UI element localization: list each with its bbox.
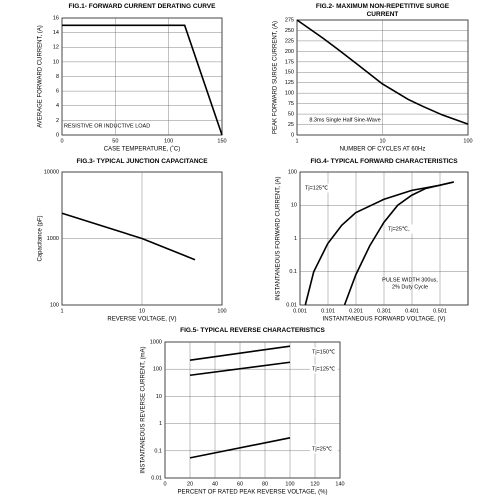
- x-tick-label: 100: [217, 308, 226, 314]
- y-tick-label: 10000: [44, 169, 59, 175]
- series-label-box: [310, 364, 338, 374]
- x-tick-label: 10: [139, 308, 145, 314]
- series-label: Tj=25℃: [312, 446, 333, 452]
- y-tick-label: 150: [285, 70, 294, 76]
- x-tick-label: 80: [262, 481, 268, 487]
- series-label-box: [303, 183, 331, 193]
- x-tick-label: 20: [187, 481, 193, 487]
- series-line: [296, 19, 469, 125]
- y-tick-label: 75: [288, 101, 294, 107]
- chart-title: FIG.1- FORWARD CURRENT DERATING CURVE: [68, 3, 216, 10]
- y-tick-label: 200: [285, 49, 294, 55]
- y-tick-label: 100: [285, 91, 294, 97]
- y-tick-label: 250: [285, 28, 294, 34]
- y-tick-label: 0: [56, 132, 59, 138]
- y-tick-label: 1000: [47, 236, 59, 242]
- y-tick-label: 0.1: [154, 448, 162, 454]
- y-axis-label: INSTANTANEOUS FORWARD CURRENT, (A): [276, 176, 282, 300]
- x-tick-label: 0.101: [321, 308, 335, 314]
- y-tick-label: 10: [53, 59, 59, 65]
- y-tick-label: 100: [153, 367, 162, 373]
- x-tick-label: 0.301: [377, 308, 391, 314]
- x-tick-label: 50: [112, 138, 118, 144]
- y-axis-label: AVERAGE FORWARD CURRENT, (A): [38, 25, 44, 128]
- x-axis-label: PERCENT OF RATED PEAK REVERSE VOLTAGE, (…: [178, 490, 328, 496]
- series-line: [62, 24, 223, 136]
- series-label-box: [310, 347, 338, 357]
- x-tick-label: 100: [463, 138, 472, 144]
- x-tick-label: 10: [379, 138, 385, 144]
- y-tick-label: 8: [56, 74, 59, 80]
- series-line: [189, 345, 291, 361]
- x-tick-label: 120: [310, 481, 319, 487]
- x-tick-label: 100: [285, 481, 294, 487]
- y-tick-label: 50: [288, 112, 294, 118]
- y-tick-label: 1000: [150, 339, 162, 345]
- annotation: RESISTIVE OR INDUCTIVE LOAD: [64, 123, 150, 129]
- x-tick-label: 0.001: [293, 308, 307, 314]
- x-tick-label: 60: [237, 481, 243, 487]
- annotation: PULSE WIDTH 300us,: [382, 277, 438, 283]
- x-axis-label: NUMBER OF CYCLES AT 60Hz: [340, 147, 426, 153]
- x-axis-label: CASE TEMPERATURE, (˚C): [104, 146, 180, 153]
- y-tick-label: 225: [285, 38, 294, 44]
- x-tick-label: 0.201: [349, 308, 363, 314]
- y-tick-label: 275: [285, 17, 294, 23]
- y-axis-label: Capacitance (pF): [38, 215, 44, 261]
- chart-title: FIG.2- MAXIMUM NON-REPETITIVE SURGE CURR…: [315, 3, 450, 18]
- y-axis-label: INSTANTANEOUS REVERSE CURRENT, (mA): [141, 346, 147, 473]
- y-tick-label: 1: [159, 421, 162, 427]
- x-tick-label: 1: [60, 308, 63, 314]
- series-label-box: [310, 444, 338, 454]
- x-tick-label: 140: [335, 481, 344, 487]
- chart-title: FIG.4- TYPICAL FORWARD CHARACTERISTICS: [310, 158, 458, 165]
- series-line: [61, 212, 196, 261]
- y-axis-label: PEAK FORWARD SURGE CURRENT, (A): [273, 21, 279, 134]
- y-tick-label: 10: [156, 394, 162, 400]
- y-tick-label: 12: [53, 45, 59, 51]
- y-tick-label: 0.1: [289, 269, 297, 275]
- y-tick-label: 2: [56, 118, 59, 124]
- series-line: [343, 181, 454, 306]
- x-tick-label: 0.401: [405, 308, 419, 314]
- x-tick-label: 0.501: [433, 308, 447, 314]
- x-tick-label: 100: [164, 138, 173, 144]
- series-label: Tj=125℃: [312, 366, 336, 372]
- series-label: Tj=25℃,: [388, 226, 410, 232]
- chart-title: FIG.3- TYPICAL JUNCTION CAPACITANCE: [76, 158, 208, 165]
- y-tick-label: 6: [56, 89, 59, 95]
- x-tick-label: 0: [60, 138, 63, 144]
- y-tick-label: 0.01: [286, 302, 297, 308]
- series-label-box: [386, 224, 414, 234]
- y-tick-label: 1: [294, 236, 297, 242]
- y-tick-label: 0: [291, 132, 294, 138]
- chart-title: FIG.5- TYPICAL REVERSE CHARACTERISTICS: [180, 327, 325, 334]
- annotation: 8.3ms Single Half Sine-Wave: [309, 117, 380, 123]
- series-line: [189, 361, 291, 377]
- y-tick-label: 4: [56, 103, 59, 109]
- y-tick-label: 10: [291, 203, 297, 209]
- series-label: Tj=125℃: [305, 185, 329, 191]
- x-tick-label: 1: [295, 138, 298, 144]
- annotation: 2% Duty Cycle: [392, 284, 428, 290]
- series-line: [189, 437, 291, 459]
- series-label: Tj=150℃: [312, 349, 336, 355]
- y-tick-label: 175: [285, 59, 294, 65]
- y-tick-label: 25: [288, 122, 294, 128]
- y-tick-label: 100: [288, 169, 297, 175]
- y-tick-label: 16: [53, 15, 59, 21]
- x-axis-label: INSTANTANEOUS FORWARD VOLTAGE, (V): [323, 317, 446, 323]
- y-tick-label: 100: [50, 302, 59, 308]
- y-tick-label: 0.01: [151, 475, 162, 481]
- y-tick-label: 125: [285, 80, 294, 86]
- x-axis-label: REVERSE VOLTAGE, (V): [107, 317, 176, 323]
- x-tick-label: 40: [212, 481, 218, 487]
- x-tick-label: 150: [217, 138, 226, 144]
- x-tick-label: 0: [163, 481, 166, 487]
- series-line: [304, 181, 454, 306]
- y-tick-label: 14: [53, 30, 59, 36]
